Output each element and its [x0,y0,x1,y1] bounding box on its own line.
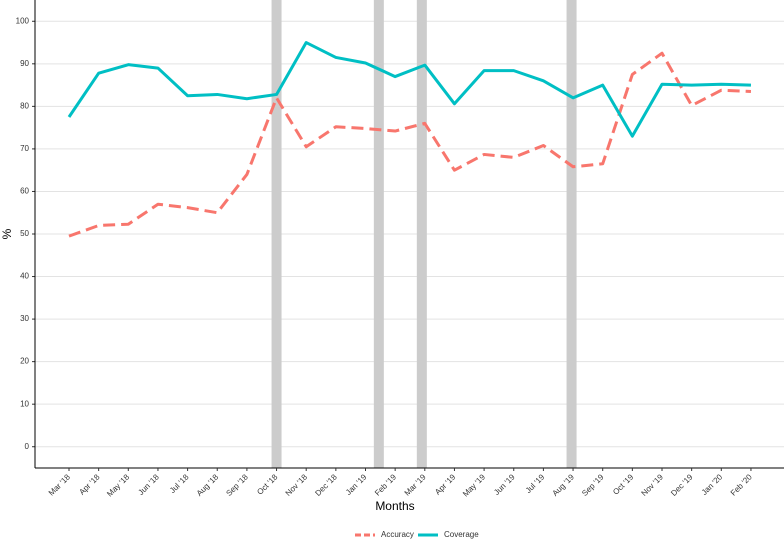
y-tick-label: 70 [20,144,29,153]
y-tick-label: 0 [25,442,30,451]
y-tick-label: 60 [20,187,29,196]
x-tick-label: Oct '19 [611,472,635,496]
y-tick-label: 90 [20,59,29,68]
x-tick-label: May '18 [105,472,131,498]
legend-label: Accuracy [381,530,414,539]
x-tick-label: Dec '18 [313,472,339,498]
x-tick-label: Jul '18 [168,472,191,495]
y-axis-label: % [0,228,14,239]
highlight-band [416,0,427,468]
x-tick-label: May '19 [461,472,487,498]
series-line [68,51,752,238]
x-tick-label: Jun '18 [136,472,161,497]
x-tick-label: Feb '20 [729,472,754,497]
x-tick-label: Jun '19 [492,472,517,497]
y-tick-label: 30 [20,314,29,323]
y-tick-label: 100 [16,16,30,25]
legend-label: Coverage [444,530,479,539]
x-tick-label: Aug '19 [551,472,577,498]
y-tick-label: 80 [20,101,29,110]
y-tick-label: 40 [20,272,29,281]
x-tick-label: Jan '20 [700,472,725,497]
series-line [67,41,751,138]
highlight-band [373,0,384,468]
highlight-band [271,0,282,468]
x-tick-label: Mar '19 [403,472,428,497]
x-axis-label: Months [375,499,414,513]
x-tick-label: Apr '19 [433,472,458,497]
x-tick-label: Sep '19 [580,472,606,498]
x-tick-label: Feb '19 [373,472,398,497]
x-tick-label: Nov '18 [284,472,310,498]
x-tick-label: Nov '19 [640,472,666,498]
x-tick-label: Jan '19 [344,472,369,497]
x-tick-label: Oct '18 [255,472,279,496]
x-tick-label: Sep '18 [224,472,250,498]
x-tick-label: Jul '19 [524,472,547,495]
y-tick-label: 10 [20,399,29,408]
y-tick-label: 20 [20,357,29,366]
x-tick-label: Aug '18 [195,472,221,498]
x-tick-label: Mar '18 [47,472,72,497]
highlight-band [566,0,577,468]
y-tick-label: 50 [20,229,29,238]
x-tick-label: Dec '19 [669,472,695,498]
x-tick-label: Apr '18 [77,472,102,497]
